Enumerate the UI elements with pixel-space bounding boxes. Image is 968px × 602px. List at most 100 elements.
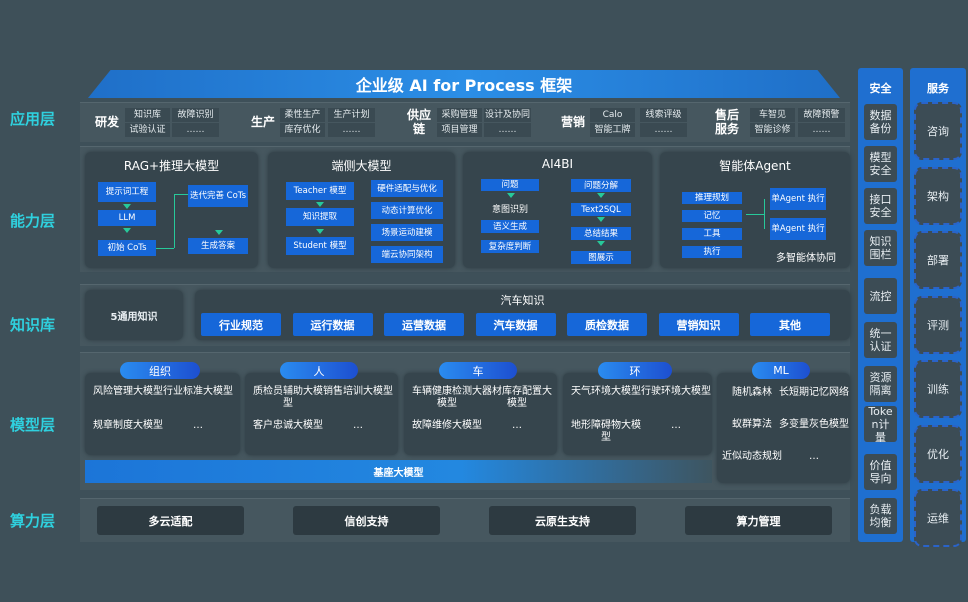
security-column: 安全 数据备份 模型安全 接口安全 知识围栏 流控 统一认证 资源隔离 Token计量 价值导向负… [858,68,903,542]
flow-step[interactable]: 端云协同架构 [371,246,443,263]
flow-step[interactable]: 复杂度判断 [481,240,539,253]
compute-item[interactable]: 多云适配 [97,506,244,535]
app-item[interactable]: 智能诊修 [750,123,795,137]
multi-agent-label: 多智能体协同 [776,253,836,264]
flow-step[interactable]: Teacher 模型 [286,182,354,200]
flow-step[interactable]: 图展示 [571,251,631,264]
security-item[interactable]: 接口安全 [864,188,897,224]
auto-knowledge-panel: 汽车知识 行业规范 运行数据 运营数据 汽车数据 质检数据 营销知识 其他 [195,290,850,340]
app-item[interactable]: 知识库 [125,108,170,122]
flow-step[interactable]: 问题分解 [571,179,631,192]
security-item[interactable]: Token计量 [864,405,897,444]
compute-item[interactable]: 信创支持 [293,506,440,535]
app-item[interactable]: 库存优化 [280,123,325,137]
app-item[interactable]: 线索评级 [640,108,687,122]
service-item[interactable]: 优化 [914,424,962,483]
arrow-down-icon [123,228,131,233]
security-item[interactable]: 负载均衡 [864,498,897,534]
model-item: 地形障碍物大模型 [571,420,641,443]
flow-step[interactable]: 场景运动建模 [371,224,443,241]
knowledge-item[interactable]: 运营数据 [384,313,464,336]
arrow-down-icon [123,204,131,209]
app-item[interactable]: 柔性生产 [280,108,325,122]
app-item[interactable]: 采购管理 [437,108,482,122]
flow-step[interactable]: 初始 CoTs [98,240,156,256]
security-item[interactable]: 流控 [864,278,897,314]
app-item[interactable]: Calo [590,108,635,122]
model-group-3: 天气环境大模型 行驶环境大模型 地形障碍物大模型… [563,373,712,455]
model-item: 客户忠诚大模型 [253,420,323,431]
ability-panel-rag: RAG+推理大模型 提示词工程 LLM 初始 CoTs 迭代完善 CoTs 生成答案 [85,152,258,268]
knowledge-item[interactable]: 营销知识 [658,313,739,336]
flow-step[interactable]: 单Agent 执行 [770,218,826,240]
model-group-4: 随机森林 长短期记忆网络 蚁群算法 多变量灰色模型 近似动态规划… [717,373,850,483]
flow-step[interactable]: 推理规划 [682,192,742,204]
service-item[interactable]: 评测 [914,295,962,354]
flow-step[interactable]: Student 模型 [286,237,354,255]
model-category-pill[interactable]: ML [752,362,810,379]
security-item[interactable]: 模型安全 [864,146,897,182]
model-category-pill[interactable]: 人 [280,362,358,379]
flow-step[interactable]: 记忆 [682,210,742,222]
app-item[interactable]: …… [328,123,375,137]
model-item: 蚁群算法 [732,419,772,430]
compute-item[interactable]: 云原生支持 [489,506,636,535]
service-item[interactable]: 部署 [914,231,962,289]
app-item[interactable]: 故障识别 [172,108,219,122]
knowledge-item[interactable]: 运行数据 [292,313,373,336]
model-category-pill[interactable]: 车 [439,362,517,379]
compute-item[interactable]: 算力管理 [685,506,832,535]
base-model-bar: 基座大模型 [85,460,712,483]
flow-step[interactable]: 动态计算优化 [371,202,443,219]
app-item[interactable]: 智能工牌 [590,123,635,137]
model-item: … [512,420,522,431]
model-category-pill[interactable]: 组织 [120,362,200,379]
flow-step[interactable]: 提示词工程 [98,182,156,202]
arrow-down-icon [597,193,605,198]
flow-step[interactable]: Text2SQL [571,203,631,216]
service-item[interactable]: 咨询 [914,102,962,160]
model-item: 风险管理大模型 [93,386,163,397]
app-item[interactable]: 故障预警 [798,108,845,122]
knowledge-item[interactable]: 其他 [750,313,830,336]
flow-step[interactable]: 语义生成 [481,220,539,233]
flow-step[interactable]: 硬件适配与优化 [371,180,443,197]
app-item[interactable]: 试验认证 [125,123,170,137]
security-item[interactable]: 价值导向 [864,454,897,490]
arrow-down-icon [316,229,324,234]
app-item[interactable]: 项目管理 [437,123,482,137]
knowledge-item[interactable]: 汽车数据 [475,313,556,336]
knowledge-item[interactable]: 行业规范 [201,313,281,336]
app-item[interactable]: 设计及协同 [484,108,531,122]
security-item[interactable]: 知识围栏 [864,230,897,266]
flow-step[interactable]: 执行 [682,246,742,258]
security-item[interactable]: 数据备份 [864,104,897,140]
connector-line [764,199,765,229]
security-item[interactable]: 资源隔离 [864,366,897,402]
model-item: 行业标准大模型 [163,386,233,397]
app-item[interactable]: …… [798,123,845,137]
app-item[interactable]: …… [640,123,687,137]
knowledge-item[interactable]: 质检数据 [567,313,647,336]
app-item[interactable]: 生产计划 [328,108,375,122]
app-item[interactable]: …… [172,123,219,137]
flow-step[interactable]: 知识提取 [286,208,354,226]
service-item[interactable]: 训练 [914,360,962,418]
intent-label: 意图识别 [491,205,528,215]
service-item[interactable]: 架构 [914,166,962,225]
app-item[interactable]: 车智见 [750,108,795,122]
flow-step[interactable]: 问题 [481,179,539,191]
flow-step[interactable]: 工具 [682,228,742,240]
panel-title: 端侧大模型 [331,159,392,173]
model-item: 长短期记忆网络 [779,387,849,398]
layer-label-compute: 算力层 [10,512,56,530]
service-item[interactable]: 运维 [914,489,962,547]
flow-step[interactable]: LLM [98,210,156,226]
app-item[interactable]: …… [484,123,531,137]
security-item[interactable]: 统一认证 [864,322,897,358]
flow-step[interactable]: 单Agent 执行 [770,188,826,210]
model-category-pill[interactable]: 环 [598,362,672,379]
flow-step[interactable]: 生成答案 [188,238,248,254]
flow-step[interactable]: 总结结果 [571,227,631,240]
flow-step[interactable]: 迭代完善 CoTs [188,185,248,207]
